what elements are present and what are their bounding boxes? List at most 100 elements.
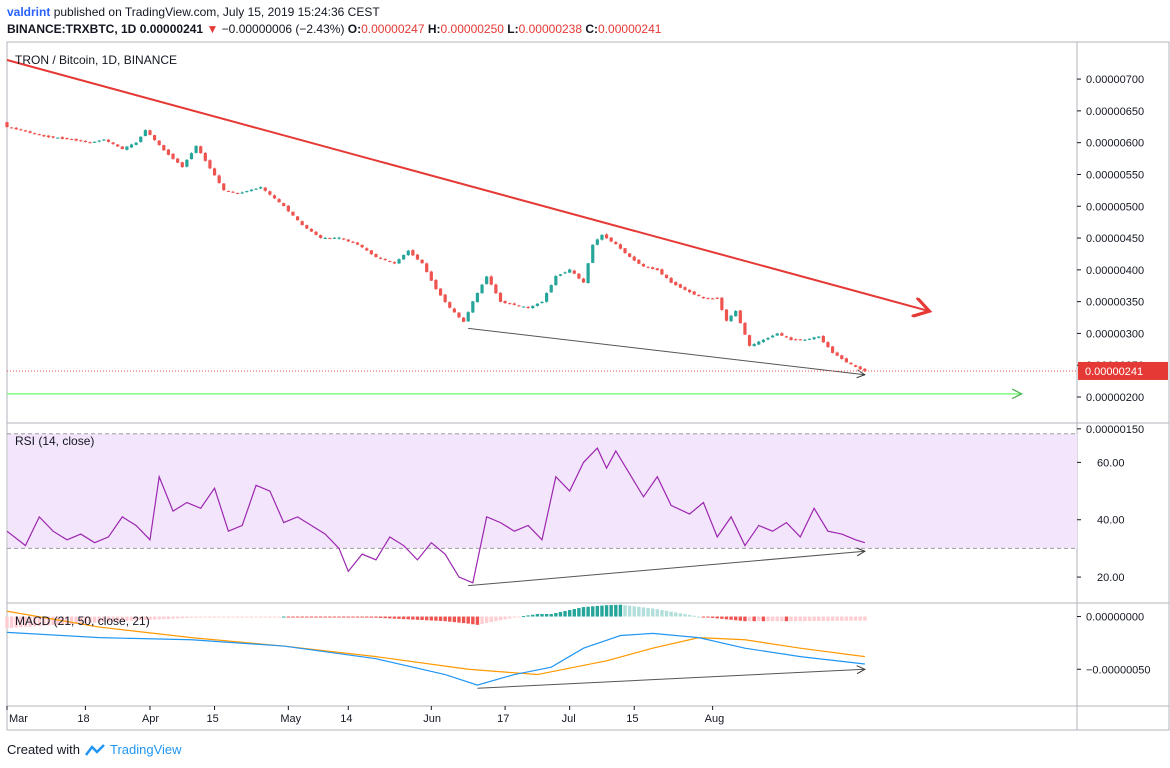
- close-value: 0.00000241: [598, 22, 662, 36]
- macd-histogram-bar: [272, 616, 277, 618]
- time-axis[interactable]: Mar 18 Apr 15 May 14 Jun 17 Jul 15 Aug: [6, 706, 724, 725]
- candle-down: [840, 355, 844, 360]
- candle-down: [651, 267, 655, 269]
- candle-down: [678, 284, 682, 288]
- candle-down: [452, 308, 456, 313]
- candle-up: [807, 338, 812, 340]
- macd-histogram-bar: [540, 614, 544, 617]
- macd-histogram-bar: [23, 616, 28, 627]
- macd-histogram-bar: [351, 616, 355, 618]
- rsi-pane[interactable]: 60.00 40.00 20.00: [6, 433, 1125, 587]
- candle-up: [93, 141, 97, 143]
- macd-histogram-bar: [729, 616, 733, 620]
- high-label: H:: [427, 22, 441, 36]
- macd-histogram-bar: [618, 604, 623, 617]
- candle-up: [475, 292, 480, 303]
- macd-histogram-bar: [697, 616, 701, 618]
- macd-histogram-bar: [600, 605, 604, 617]
- macd-histogram-bar: [341, 616, 346, 618]
- rsi-tick-label: 40.00: [1097, 515, 1125, 527]
- macd-histogram-bar: [710, 616, 715, 618]
- macd-histogram-bar: [88, 616, 92, 623]
- high-value: 0.00000250: [440, 22, 504, 36]
- macd-histogram-bar: [369, 616, 374, 618]
- candle-up: [549, 285, 553, 293]
- candle-down: [720, 297, 724, 310]
- macd-histogram-bar: [277, 616, 281, 618]
- candle-down: [351, 241, 355, 243]
- candle-up: [125, 146, 129, 150]
- macd-histogram-bar: [388, 616, 392, 619]
- macd-histogram-bar: [83, 616, 88, 624]
- candle-up: [812, 337, 816, 340]
- candle-down: [360, 244, 364, 248]
- candle-down: [835, 352, 839, 356]
- tradingview-brand[interactable]: TradingView: [109, 742, 182, 757]
- candle-down: [517, 305, 521, 307]
- price-pane[interactable]: 0.00000700 0.00000650 0.00000600 0.00000550…: [5, 59, 1168, 436]
- macd-histogram-bar: [817, 616, 821, 622]
- candle-down: [203, 152, 207, 161]
- macd-histogram-bar: [489, 616, 493, 623]
- candle-down: [637, 259, 641, 264]
- candle-down: [300, 221, 304, 226]
- candle-down: [738, 310, 742, 324]
- macd-histogram-bar: [830, 616, 835, 621]
- macd-histogram-bar: [627, 605, 632, 617]
- macd-histogram-bar: [452, 616, 457, 623]
- macd-histogram-bar: [826, 616, 830, 621]
- candle-down: [162, 145, 166, 151]
- candle-down: [383, 259, 387, 261]
- macd-histogram-bar: [466, 616, 470, 624]
- author-name[interactable]: valdrint: [7, 5, 51, 19]
- macd-histogram-bar: [222, 616, 226, 618]
- candle-down: [512, 303, 516, 305]
- candle-down: [687, 289, 692, 293]
- macd-histogram-bar: [360, 616, 364, 618]
- candle-down: [420, 259, 424, 264]
- macd-histogram-bar: [858, 616, 862, 621]
- macd-histogram-bar: [309, 616, 314, 618]
- candle-down: [604, 234, 609, 239]
- macd-histogram-bar: [46, 616, 51, 626]
- candle-down: [342, 238, 346, 240]
- macd-tick-label: 0.00000000: [1086, 612, 1144, 624]
- candle-up: [554, 276, 558, 286]
- candle-down: [152, 135, 157, 141]
- candle-down: [23, 130, 28, 132]
- macd-histogram-bar: [752, 616, 756, 622]
- time-tick-label: Mar: [9, 713, 28, 725]
- macd-histogram-bar: [401, 616, 406, 620]
- candle-down: [664, 274, 669, 279]
- macd-histogram-bar: [199, 616, 203, 618]
- macd-histogram-bar: [129, 616, 134, 621]
- candle-down: [461, 317, 466, 322]
- candle-down: [388, 260, 392, 262]
- candle-up: [185, 159, 189, 167]
- chart-canvas[interactable]: 0.00000700 0.00000650 0.00000600 0.00000550…: [0, 0, 1170, 740]
- macd-pane[interactable]: 0.00000000 −0.00000050: [5, 604, 1151, 689]
- candle-up: [757, 341, 761, 345]
- candle-down: [33, 133, 37, 135]
- macd-histogram-bar: [143, 616, 148, 621]
- macd-histogram-bar: [743, 616, 747, 622]
- candle-up: [563, 272, 567, 274]
- macd-histogram-bar: [646, 607, 650, 617]
- macd-histogram-bar: [139, 616, 143, 621]
- macd-histogram-bar: [42, 616, 46, 626]
- candle-down: [830, 346, 835, 353]
- macd-histogram-bar: [295, 616, 300, 618]
- macd-histogram-bar: [461, 616, 466, 624]
- candle-down: [794, 339, 798, 341]
- time-tick-label: 15: [207, 713, 219, 725]
- candle-up: [545, 293, 549, 302]
- time-tick-label: Jun: [423, 713, 441, 725]
- macd-histogram-bar: [775, 616, 779, 622]
- candle-down: [272, 195, 277, 199]
- last-price-badge-label: 0.00000241: [1085, 366, 1143, 378]
- down-arrow-icon: ▼: [206, 22, 219, 36]
- candle-down: [826, 342, 830, 348]
- macd-histogram-bar: [291, 616, 295, 618]
- macd-histogram-bar: [383, 616, 387, 619]
- price-tick-label: 0.00000300: [1086, 328, 1144, 340]
